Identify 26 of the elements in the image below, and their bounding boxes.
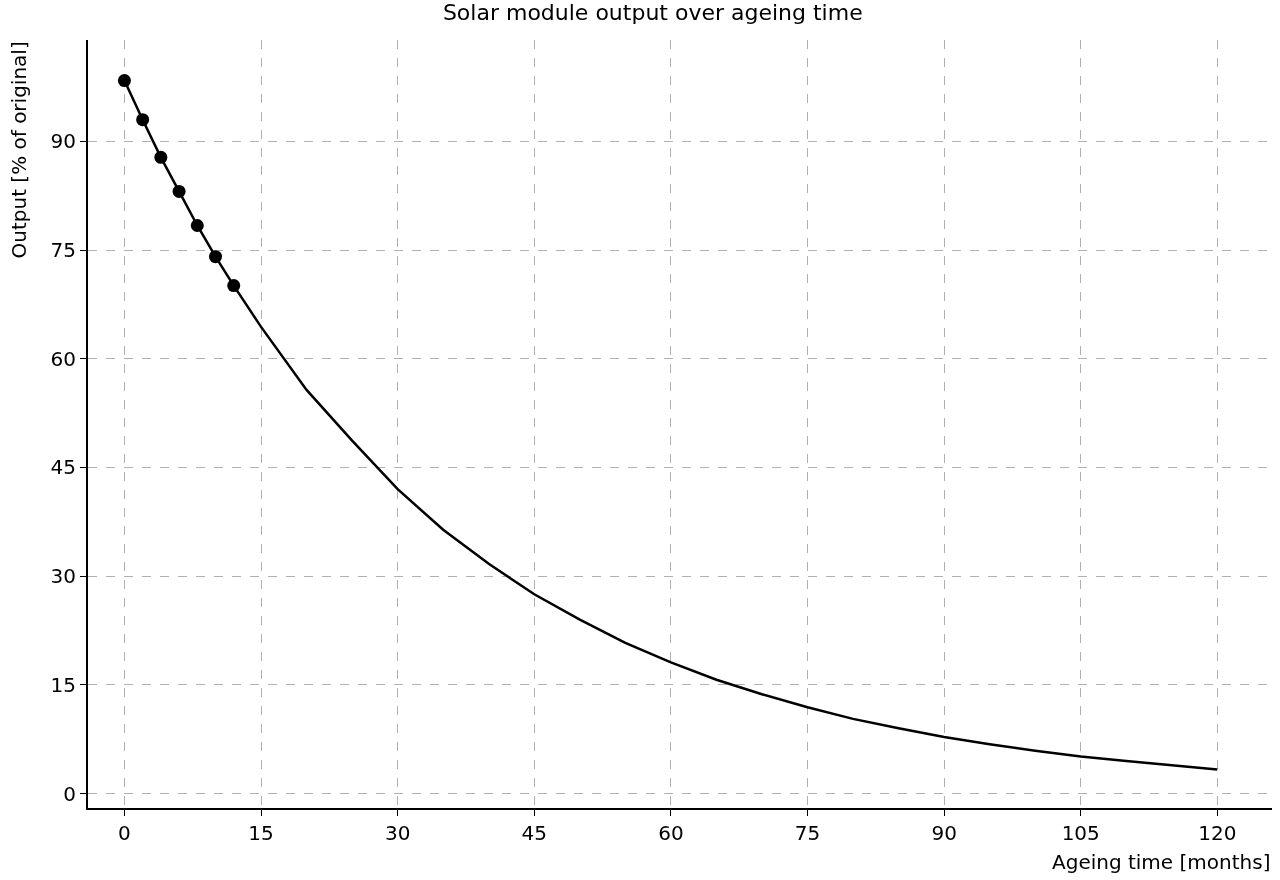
point	[117, 74, 131, 88]
x-tick-label: 30	[384, 821, 411, 845]
y-tick-label: 60	[50, 346, 76, 371]
x-tick-label: 120	[1198, 821, 1237, 845]
point	[209, 250, 223, 264]
point	[172, 184, 186, 198]
y-tick-label: 30	[50, 564, 76, 589]
chart-title: Solar module output over ageing time	[442, 0, 863, 25]
point	[136, 113, 150, 127]
y-tick-label: 45	[50, 455, 76, 480]
x-tick-label: 0	[118, 821, 131, 845]
x-tick-label: 105	[1061, 821, 1100, 845]
x-tick-label: 45	[521, 821, 548, 845]
x-tick-label: 90	[931, 821, 957, 845]
x-tick-label: 60	[658, 821, 684, 845]
y-tick-label: 0	[63, 781, 76, 806]
x-tick-label: 75	[794, 821, 821, 845]
point	[154, 150, 168, 164]
y-tick-label: 90	[50, 129, 76, 154]
x-tick-label: 15	[248, 821, 274, 845]
y-axis-title: Output [% of original]	[6, 41, 31, 259]
y-tick-label: 15	[50, 672, 76, 697]
x-axis-title: Ageing time [months]	[1052, 850, 1271, 874]
point	[227, 279, 241, 293]
point	[190, 218, 204, 232]
y-tick-label: 75	[50, 238, 76, 263]
